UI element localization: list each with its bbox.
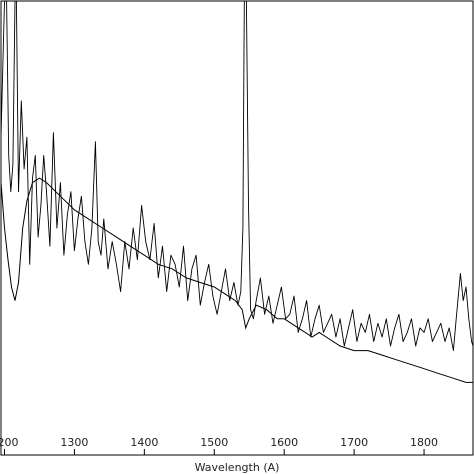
plot-frame xyxy=(0,0,474,456)
x-axis-ticks xyxy=(3,449,425,455)
x-axis-title: Wavelength (A) xyxy=(195,461,280,474)
x-tick-label-1700: 1700 xyxy=(340,436,368,449)
x-tick-label-1800: 1800 xyxy=(410,436,438,449)
series-line-smooth xyxy=(0,177,473,383)
series-line-noisy xyxy=(0,0,474,352)
x-tick-label-1200: 1200 xyxy=(0,436,18,449)
x-axis-tick-labels: 1200 1300 1400 1500 1600 1700 1800 xyxy=(0,436,438,449)
series-group xyxy=(0,0,474,383)
x-tick-label-1500: 1500 xyxy=(200,436,228,449)
x-tick-label-1400: 1400 xyxy=(130,436,158,449)
x-tick-label-1300: 1300 xyxy=(60,436,88,449)
x-tick-label-1600: 1600 xyxy=(270,436,298,449)
